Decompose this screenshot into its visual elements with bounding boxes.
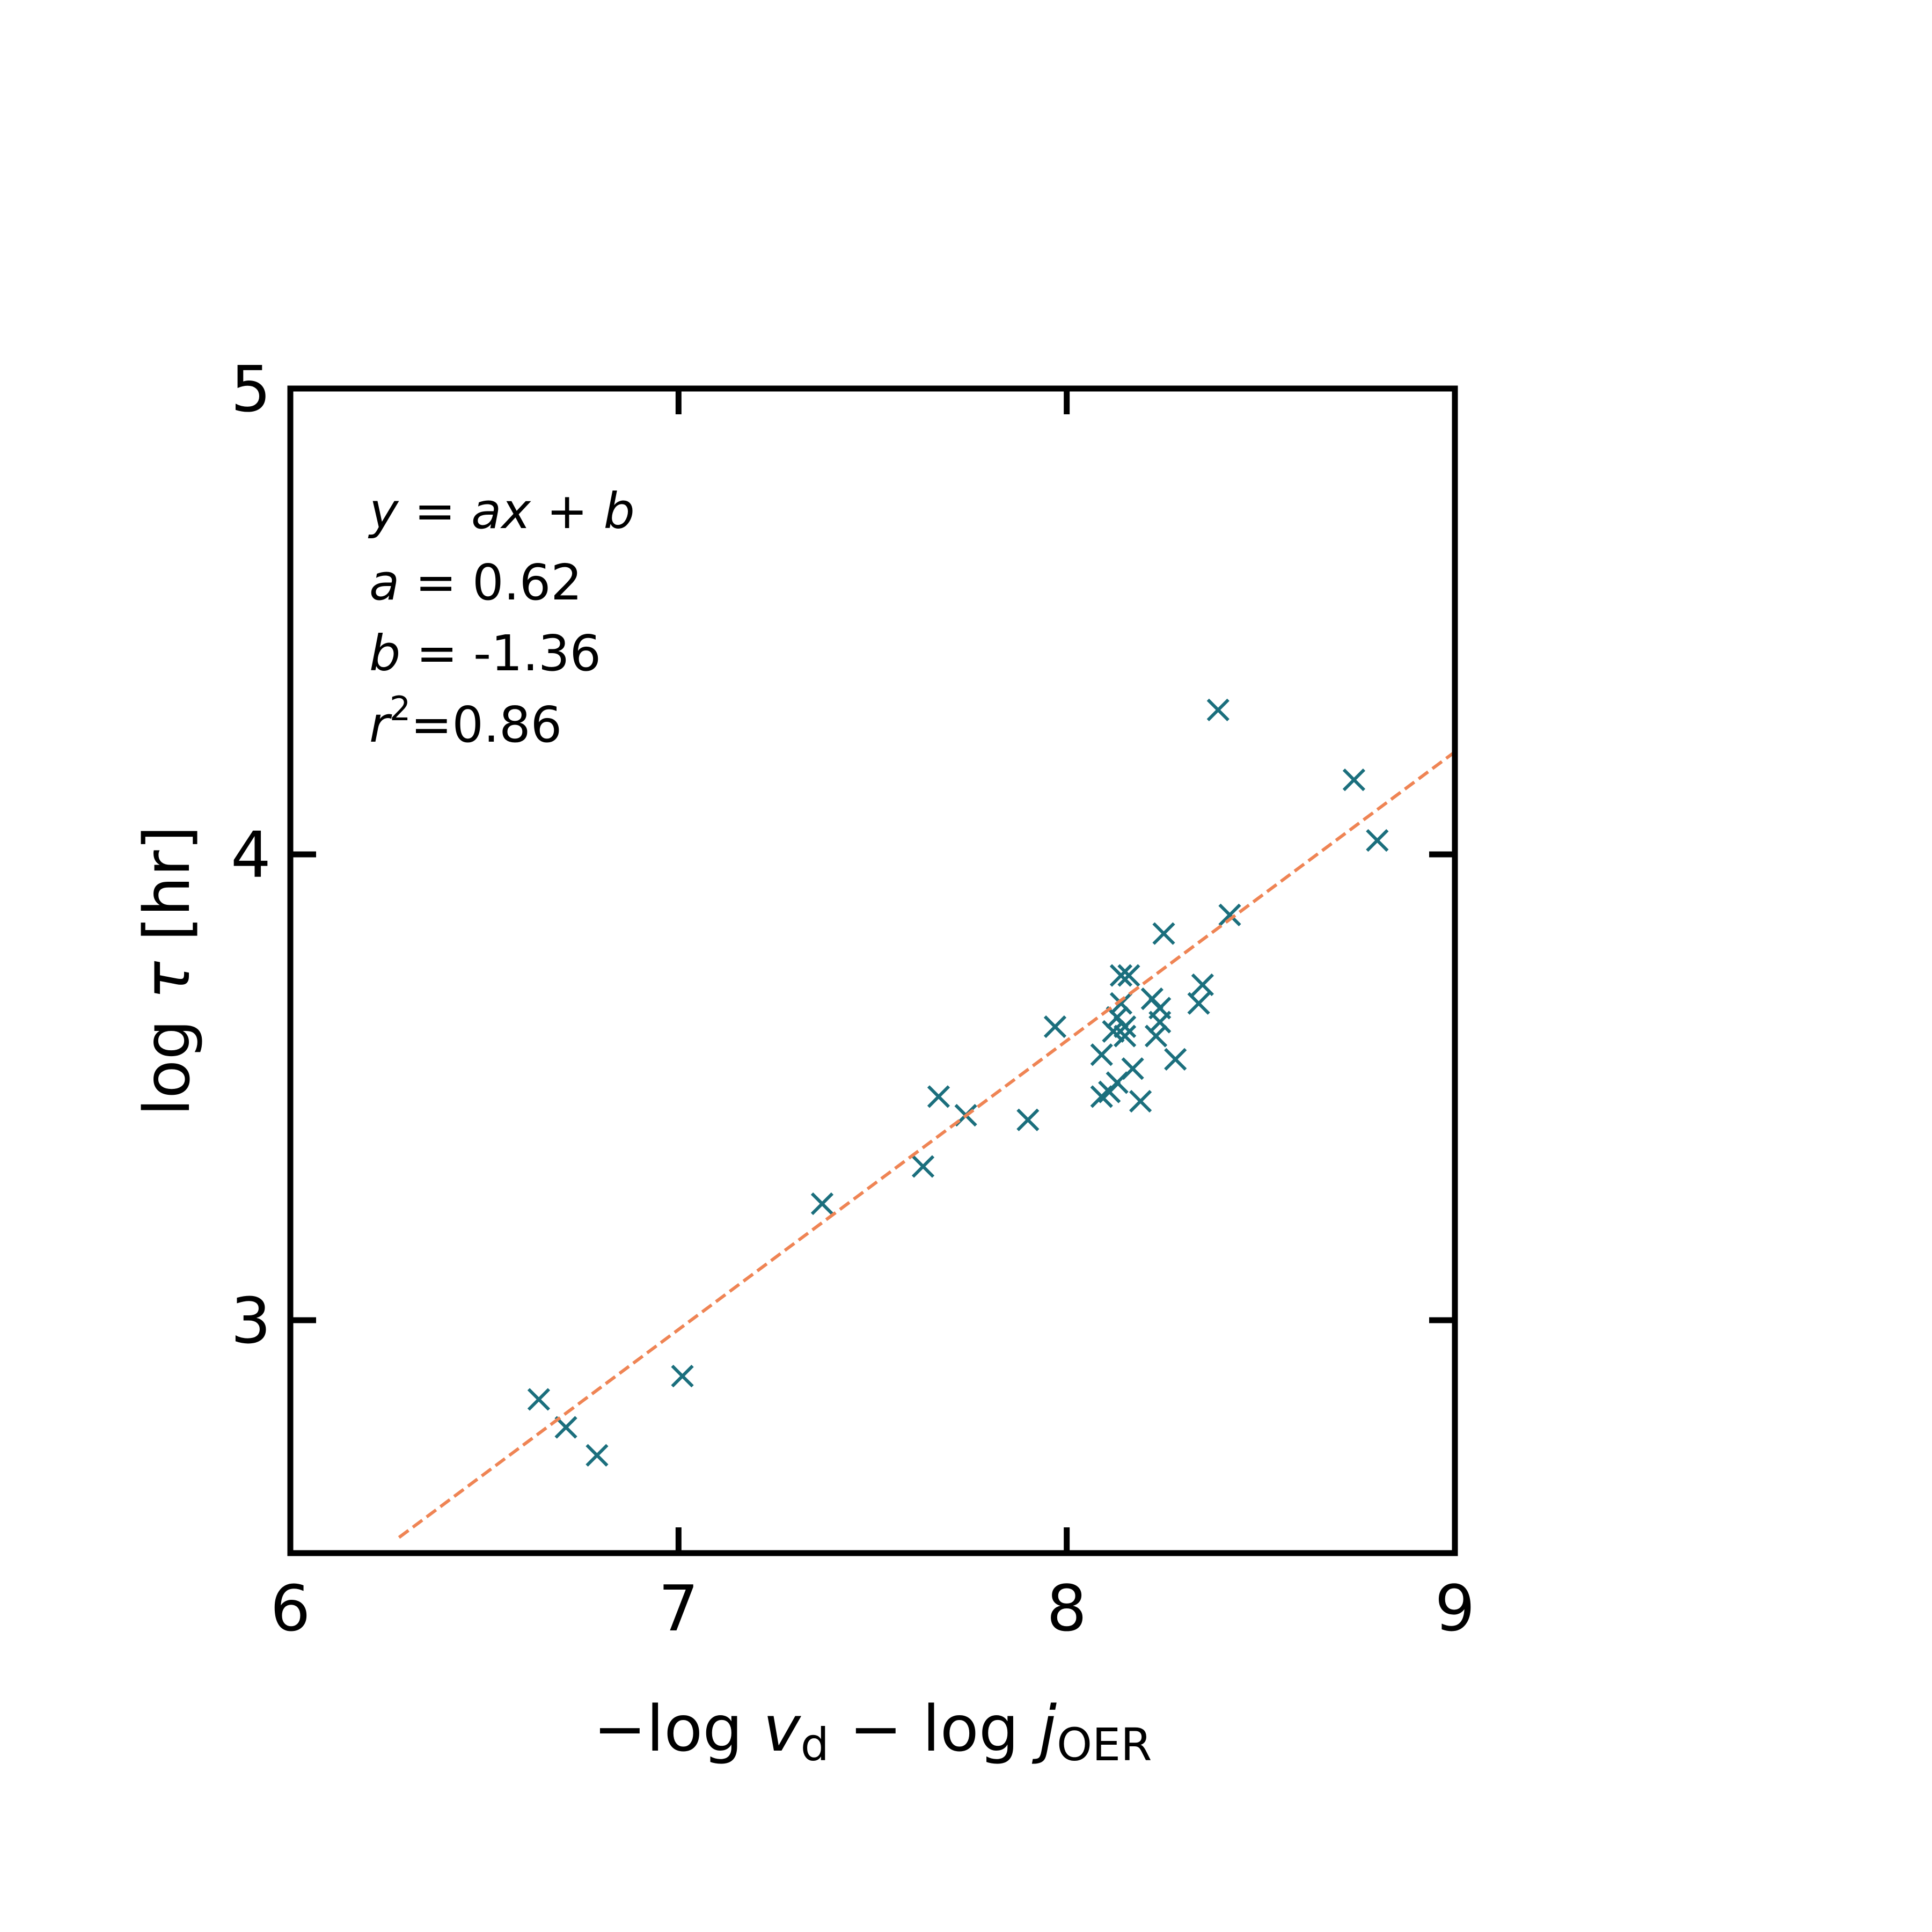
data-point — [810, 1192, 834, 1216]
data-point — [927, 1085, 950, 1108]
data-point — [1148, 997, 1172, 1020]
data-point — [1114, 1015, 1137, 1038]
data-point — [1129, 1089, 1152, 1113]
data-point — [1218, 903, 1241, 926]
data-point — [1109, 964, 1133, 987]
y-tick-label: 3 — [231, 1284, 271, 1358]
annotation-r-squared: r2=0.86 — [369, 689, 562, 753]
data-point — [1191, 973, 1214, 997]
data-point — [1164, 1048, 1187, 1071]
data-point — [1366, 829, 1389, 852]
plot-frame — [287, 385, 1458, 1556]
y-tick-label: 5 — [231, 352, 271, 426]
data-point — [1206, 698, 1230, 722]
data-point — [1109, 992, 1133, 1015]
annotation-equation: y = ax + b — [368, 482, 635, 540]
data-point — [586, 1444, 609, 1467]
data-point — [1152, 922, 1175, 945]
x-tick-label: 9 — [1435, 1571, 1475, 1645]
data-point — [1090, 1043, 1113, 1066]
data-point — [1187, 992, 1210, 1015]
x-tick-label: 8 — [1046, 1571, 1087, 1645]
annotation-slope: a = 0.62 — [369, 554, 582, 611]
y-axis-label: log τ [hr] — [130, 825, 204, 1116]
data-point — [1102, 1020, 1125, 1043]
x-tick-label: 7 — [658, 1571, 699, 1645]
data-point — [1121, 1057, 1144, 1080]
fit-line — [398, 750, 1456, 1539]
data-point — [671, 1365, 694, 1388]
axis-ticks: 6 7 8 9 3 4 5 — [231, 352, 1475, 1645]
data-points — [527, 698, 1389, 1467]
data-point — [1342, 768, 1366, 792]
data-point — [554, 1416, 577, 1439]
annotation-intercept: b = -1.36 — [369, 625, 601, 682]
y-tick-label: 4 — [231, 818, 271, 892]
data-point — [1043, 1015, 1067, 1038]
data-point — [1016, 1108, 1040, 1131]
data-point — [911, 1155, 935, 1178]
data-point — [527, 1388, 551, 1411]
data-point — [1117, 964, 1140, 987]
x-axis-label: −log vd − log jOER — [593, 1692, 1152, 1771]
data-point — [1144, 1024, 1168, 1048]
x-tick-label: 6 — [270, 1571, 310, 1645]
fit-annotation: y = ax + b a = 0.62 b = -1.36 r2=0.86 — [368, 482, 635, 753]
data-point — [1114, 1024, 1137, 1048]
